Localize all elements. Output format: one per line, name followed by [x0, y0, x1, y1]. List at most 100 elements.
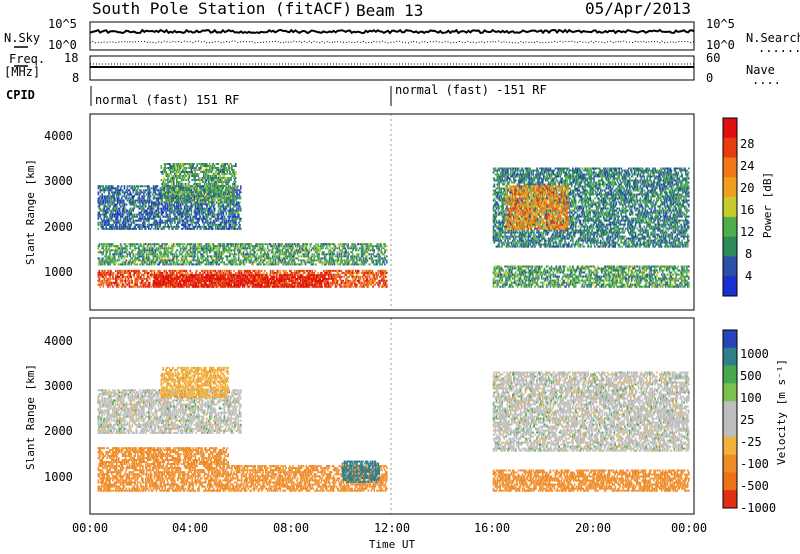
power-cell — [357, 279, 359, 282]
power-cell — [367, 249, 370, 252]
power-cell — [133, 263, 135, 266]
power-cell — [367, 243, 370, 246]
power-cell — [176, 255, 178, 258]
power-cell — [378, 269, 380, 272]
power-cell — [246, 247, 249, 250]
power-cell — [128, 189, 131, 192]
power-cell — [232, 243, 234, 246]
power-cell — [345, 243, 347, 246]
freq-right-tick-top: 60 — [706, 51, 720, 65]
power-cell — [183, 285, 186, 288]
power-cell — [377, 251, 379, 254]
power-cell — [254, 255, 256, 258]
power-cell — [383, 253, 385, 256]
power-cell — [231, 263, 233, 266]
power-cell — [151, 263, 154, 266]
power-cell — [112, 275, 114, 278]
power-cell — [202, 249, 204, 252]
power-cell — [211, 269, 214, 272]
power-cell — [193, 255, 195, 258]
power-cell — [190, 243, 193, 246]
power-cell — [137, 201, 139, 204]
power-cell — [106, 227, 108, 230]
power-cell — [250, 276, 253, 279]
power-cell — [291, 271, 293, 274]
power-cell — [156, 223, 159, 226]
power-cell — [278, 243, 281, 246]
power-cell — [198, 249, 200, 252]
power-cell — [352, 271, 354, 274]
power-cell — [300, 251, 303, 254]
power-cell — [226, 255, 228, 258]
power-cell — [267, 249, 270, 252]
power-cell — [247, 243, 250, 246]
power-cell — [152, 283, 155, 286]
power-cell — [187, 253, 190, 256]
power-cell — [310, 255, 313, 258]
power-cell — [166, 251, 168, 254]
power-cell — [279, 271, 282, 274]
power-cell — [129, 243, 132, 246]
power-cell — [234, 280, 236, 282]
power-cell — [105, 257, 107, 260]
power-cell — [174, 278, 176, 281]
power-cell — [144, 195, 146, 198]
power-cell — [328, 283, 330, 286]
power-cell — [104, 269, 106, 272]
power-cell — [126, 215, 129, 218]
power-cell — [117, 219, 120, 222]
power-cell — [367, 273, 370, 276]
power-cell — [133, 207, 135, 210]
power-cell — [298, 251, 301, 254]
power-cell — [196, 249, 198, 252]
power-cell — [143, 189, 145, 192]
power-cell — [349, 279, 351, 282]
power-cell — [163, 278, 166, 281]
power-cell — [231, 276, 233, 279]
power-cell — [227, 283, 229, 286]
power-cell — [272, 274, 275, 277]
power-cell — [366, 251, 369, 254]
power-cell — [298, 285, 300, 288]
power-cell — [108, 279, 110, 282]
power-cell — [325, 261, 327, 264]
power-cell — [128, 261, 131, 264]
power-cell — [242, 263, 245, 266]
power-cell — [207, 249, 210, 252]
power-cell — [386, 261, 388, 264]
power-cell — [202, 269, 204, 272]
power-cell — [141, 281, 143, 284]
power-cell — [214, 278, 217, 281]
power-cell — [172, 271, 174, 274]
power-cell — [184, 253, 187, 256]
power-cell — [107, 255, 109, 258]
power-cell — [215, 280, 218, 282]
power-cell — [230, 243, 232, 246]
power-cell — [209, 280, 211, 282]
power-cell — [336, 251, 339, 254]
power-cell — [115, 249, 117, 252]
power-cell — [376, 277, 378, 280]
power-cell — [191, 274, 194, 277]
power-cell — [267, 253, 270, 256]
power-cell — [262, 245, 264, 248]
power-cell — [231, 245, 233, 248]
power-cell — [120, 253, 123, 256]
power-cell — [299, 283, 301, 286]
power-cell — [266, 277, 268, 280]
power-cell — [174, 269, 176, 272]
power-cell — [240, 281, 242, 284]
power-cell — [99, 207, 102, 210]
power-cell — [202, 257, 204, 260]
power-cell — [150, 251, 153, 254]
power-cell — [169, 269, 171, 272]
power-cell — [327, 247, 329, 250]
power-cell — [194, 249, 196, 252]
power-cell — [371, 279, 374, 282]
power-cell — [315, 281, 318, 284]
power-cell — [386, 285, 388, 288]
power-cell — [169, 276, 171, 279]
power-cell — [113, 225, 115, 228]
power-cell — [357, 275, 359, 278]
power-cell — [192, 259, 194, 262]
